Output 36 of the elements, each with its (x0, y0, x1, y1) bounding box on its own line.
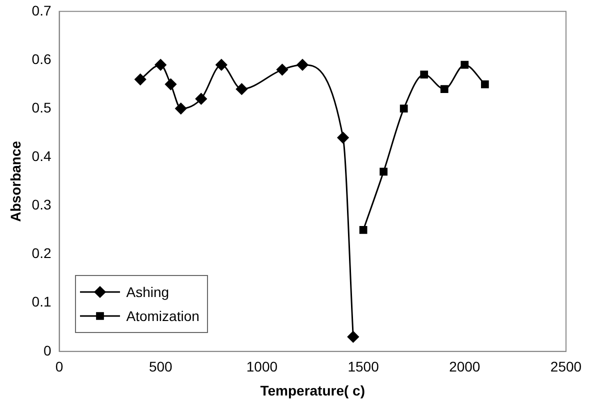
point (347, 331, 359, 343)
point (175, 102, 187, 114)
point (460, 60, 469, 69)
point (380, 168, 388, 176)
point (216, 59, 228, 71)
y-tick-label: 0.3 (32, 196, 52, 213)
point (134, 74, 146, 86)
y-tick-label: 0.6 (32, 50, 52, 67)
x-tick-label: 1000 (246, 358, 278, 375)
y-tick-label: 0.1 (32, 294, 52, 310)
point (276, 64, 288, 76)
y-tick-label: 0.5 (32, 99, 52, 116)
x-tick-label: 2000 (449, 358, 480, 375)
point (337, 132, 349, 144)
point (440, 85, 448, 94)
legend-label: Ashing (126, 284, 170, 300)
x-tick-label: 1500 (348, 358, 380, 375)
x-tick-label: 500 (148, 358, 172, 375)
x-axis-title: Temperature( c) (260, 382, 366, 398)
y-tick-label: 0.7 (32, 2, 52, 18)
y-tick-label: 0.4 (32, 148, 52, 164)
y-tick-label: 0 (43, 342, 52, 358)
y-tick-label: 0.2 (32, 245, 52, 262)
point (480, 80, 489, 88)
point (236, 83, 248, 95)
point (400, 104, 408, 112)
point (359, 226, 368, 234)
legend-label: Atomization (126, 308, 200, 324)
x-tick-label: 0 (55, 358, 64, 375)
y-axis-title: Absorbance (7, 140, 24, 222)
point (195, 93, 207, 105)
point (164, 78, 176, 90)
point (154, 59, 166, 71)
x-tick-label: 2500 (550, 358, 582, 375)
point (420, 70, 428, 78)
point (296, 59, 308, 71)
